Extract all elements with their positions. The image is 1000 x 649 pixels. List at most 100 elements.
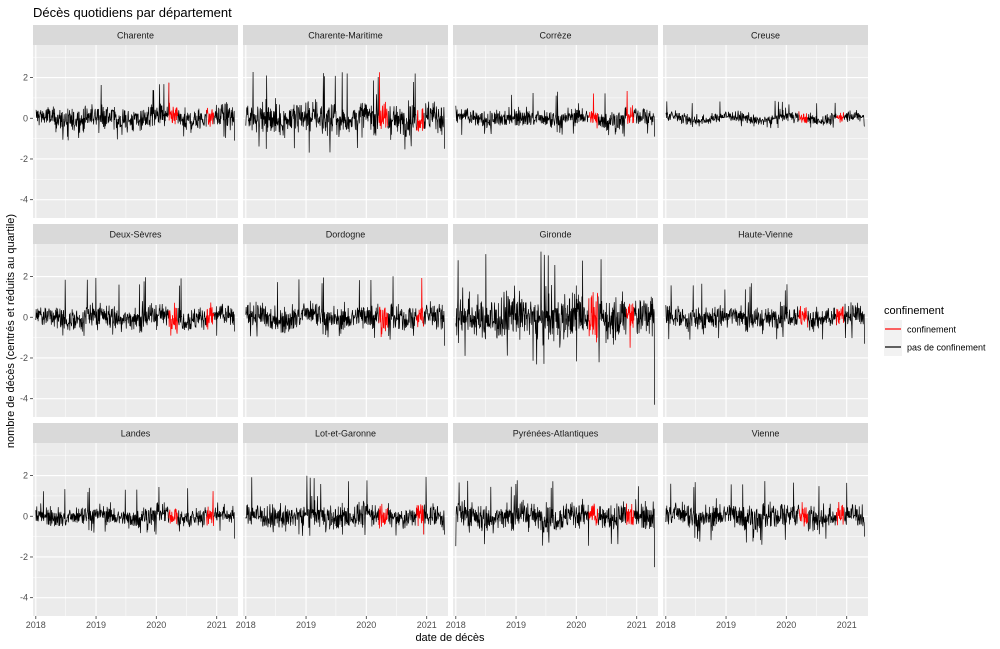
series-confinement bbox=[168, 491, 215, 527]
series-confinement bbox=[588, 292, 635, 348]
series-pas-de-confinement bbox=[245, 475, 445, 536]
x-tick-label: 2019 bbox=[86, 620, 106, 630]
y-tick-label: -4 bbox=[20, 394, 28, 404]
series-pas-de-confinement bbox=[35, 277, 235, 336]
legend-label-confinement: confinement bbox=[907, 325, 957, 335]
x-tick-label: 2021 bbox=[417, 620, 437, 630]
facet-strip bbox=[453, 423, 658, 443]
series-pas-de-confinement bbox=[245, 276, 445, 346]
panel-background bbox=[33, 45, 238, 218]
panel-background bbox=[243, 443, 448, 616]
x-axis-title: date de décès bbox=[415, 632, 485, 644]
facet-panel: Lot-et-Garonne bbox=[243, 423, 448, 616]
y-tick-label: 2 bbox=[23, 471, 28, 481]
y-tick-label: -4 bbox=[20, 195, 28, 205]
x-tick-label: 2020 bbox=[146, 620, 166, 630]
series-confinement bbox=[798, 111, 845, 124]
facet-panels: Charente 2 0 -2 -4 Charente-Maritime Corrèze Cr… bbox=[20, 25, 868, 616]
facet-panel: Charente-Maritime bbox=[243, 25, 448, 218]
facet-panel: Creuse bbox=[663, 25, 868, 218]
facet-panel: Landes 2 0 -2 -4 bbox=[20, 423, 238, 616]
panel-background bbox=[33, 443, 238, 616]
facet-strip-label: Landes bbox=[121, 429, 151, 439]
facet-strip bbox=[243, 423, 448, 443]
legend-title: confinement bbox=[884, 305, 944, 317]
facet-strip-label: Haute-Vienne bbox=[738, 230, 793, 240]
x-axis-labels: 2018 2019 2020 2021 2018 2019 2020 2021 2018 2019… bbox=[26, 616, 857, 630]
panel-background bbox=[663, 45, 868, 218]
panel-background bbox=[453, 443, 658, 616]
legend: confinement confinement pas de confineme… bbox=[884, 305, 986, 356]
x-tick-label: 2019 bbox=[506, 620, 526, 630]
facet-strip bbox=[663, 25, 868, 45]
facet-strip-label: Charente-Maritime bbox=[308, 31, 383, 41]
panel-background bbox=[243, 244, 448, 417]
series-pas-de-confinement bbox=[665, 100, 865, 129]
series-confinement bbox=[168, 302, 215, 336]
panel-background bbox=[243, 45, 448, 218]
x-tick-label: 2020 bbox=[356, 620, 376, 630]
panel-background bbox=[663, 244, 868, 417]
x-tick-label: 2021 bbox=[627, 620, 647, 630]
series-pas-de-confinement bbox=[455, 480, 655, 568]
y-tick-label: -2 bbox=[20, 154, 28, 164]
facet-strip bbox=[663, 224, 868, 244]
facet-strip bbox=[33, 224, 238, 244]
y-tick-label: 2 bbox=[23, 272, 28, 282]
facet-strip-label: Pyrénées-Atlantiques bbox=[513, 429, 599, 439]
facet-strip-label: Corrèze bbox=[539, 31, 571, 41]
series-pas-de-confinement bbox=[35, 487, 235, 539]
panel-background bbox=[663, 443, 868, 616]
series-confinement bbox=[378, 72, 425, 132]
y-tick-label: 0 bbox=[23, 511, 28, 521]
facet-panel: Gironde bbox=[453, 224, 658, 417]
facet-strip bbox=[453, 224, 658, 244]
y-axis-title: nombre de décès (centrés et réduits au q… bbox=[5, 214, 17, 448]
panel-background bbox=[33, 244, 238, 417]
x-tick-label: 2018 bbox=[26, 620, 46, 630]
facet-strip-label: Gironde bbox=[539, 230, 571, 240]
series-pas-de-confinement bbox=[665, 283, 865, 344]
facet-strip bbox=[243, 25, 448, 45]
facet-panel: Vienne bbox=[663, 423, 868, 616]
facet-strip bbox=[663, 423, 868, 443]
facet-panel: Pyrénées-Atlantiques bbox=[453, 423, 658, 616]
series-pas-de-confinement bbox=[245, 72, 445, 153]
series-confinement bbox=[378, 277, 425, 338]
panel-background bbox=[453, 45, 658, 218]
facet-strip-label: Vienne bbox=[752, 429, 780, 439]
facet-panel: Charente 2 0 -2 -4 bbox=[20, 25, 238, 218]
series-pas-de-confinement bbox=[665, 481, 865, 545]
x-tick-label: 2018 bbox=[446, 620, 466, 630]
series-pas-de-confinement bbox=[455, 251, 655, 405]
facet-strip bbox=[33, 25, 238, 45]
facet-strip-label: Creuse bbox=[751, 31, 780, 41]
facet-panel: Dordogne bbox=[243, 224, 448, 417]
series-confinement bbox=[588, 90, 635, 129]
facet-strip-label: Charente bbox=[117, 31, 154, 41]
x-tick-label: 2020 bbox=[776, 620, 796, 630]
x-tick-label: 2019 bbox=[716, 620, 736, 630]
series-confinement bbox=[588, 503, 635, 526]
facet-strip-label: Dordogne bbox=[326, 230, 366, 240]
facet-panel: Deux-Sèvres 2 0 -2 -4 bbox=[20, 224, 238, 417]
facet-strip-label: Lot-et-Garonne bbox=[315, 429, 376, 439]
y-tick-label: -2 bbox=[20, 552, 28, 562]
series-pas-de-confinement bbox=[35, 82, 235, 141]
chart-title: Décès quotidiens par département bbox=[33, 5, 232, 20]
legend-label-pas-de-confinement: pas de confinement bbox=[907, 343, 986, 353]
series-confinement bbox=[378, 503, 425, 535]
y-tick-label: -4 bbox=[20, 593, 28, 603]
y-tick-label: 2 bbox=[23, 73, 28, 83]
x-tick-label: 2018 bbox=[236, 620, 256, 630]
x-tick-label: 2018 bbox=[656, 620, 676, 630]
facet-strip bbox=[453, 25, 658, 45]
y-tick-label: -2 bbox=[20, 353, 28, 363]
facet-strip bbox=[243, 224, 448, 244]
facet-panel: Corrèze bbox=[453, 25, 658, 218]
series-pas-de-confinement bbox=[455, 91, 655, 137]
x-tick-label: 2020 bbox=[566, 620, 586, 630]
y-tick-label: 0 bbox=[23, 113, 28, 123]
panel-background bbox=[453, 244, 658, 417]
